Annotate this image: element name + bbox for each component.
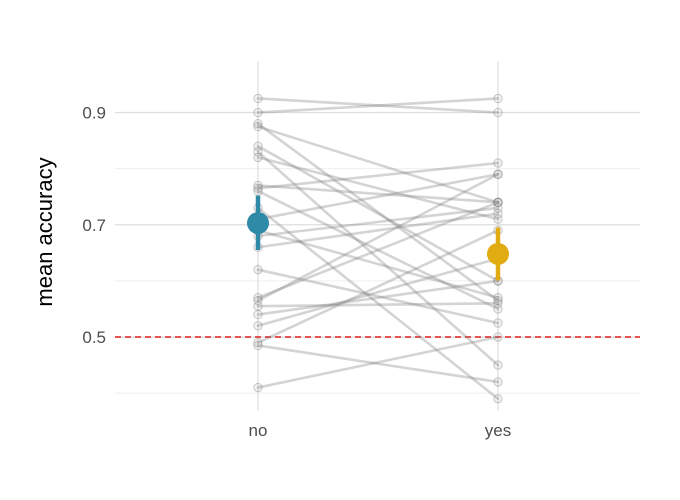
- subject-point: [493, 394, 503, 404]
- subject-point: [493, 197, 503, 208]
- y-tick-label: 0.5: [82, 328, 106, 347]
- y-tick-label: 0.7: [82, 216, 106, 235]
- subject-line: [256, 335, 500, 389]
- subject-point: [253, 293, 263, 303]
- subject-point: [253, 93, 263, 104]
- subject-line: [256, 212, 500, 249]
- subject-line: [256, 201, 500, 300]
- subject-point: [493, 107, 503, 118]
- subject-line: [256, 144, 500, 283]
- subject-line: [256, 279, 500, 316]
- subject-line: [256, 125, 500, 204]
- subject-point: [493, 158, 503, 168]
- subject-line: [256, 172, 500, 302]
- subject-point: [493, 318, 503, 328]
- subject-point: [493, 293, 503, 303]
- subject-point: [253, 301, 263, 311]
- subject-line: [256, 229, 500, 300]
- mean-point-no: [247, 212, 269, 235]
- subject-point: [493, 377, 503, 387]
- subject-point: [253, 121, 263, 132]
- subject-line: [256, 302, 500, 308]
- subject-point: [253, 340, 263, 351]
- tick-labels-layer: 0.5 0.7 0.9 no yes: [82, 104, 511, 440]
- subject-point: [253, 107, 263, 118]
- y-tick-label: 0.9: [82, 104, 106, 123]
- subject-line: [256, 206, 500, 401]
- subject-point: [493, 197, 503, 208]
- subject-point: [493, 169, 503, 179]
- subject-point: [493, 197, 503, 208]
- subject-point: [493, 332, 503, 342]
- subject-point: [253, 309, 263, 320]
- mean-point-yes: [487, 242, 509, 265]
- subject-point: [253, 264, 263, 275]
- subject-point: [253, 186, 263, 196]
- subject-point: [253, 141, 263, 151]
- subject-point: [253, 183, 263, 193]
- subject-point: [253, 321, 263, 331]
- subject-line: [256, 150, 500, 367]
- x-tick-label: yes: [485, 421, 511, 440]
- subject-point: [253, 119, 263, 129]
- subject-point: [253, 180, 263, 191]
- subject-point: [253, 147, 263, 157]
- subject-point: [493, 203, 503, 213]
- subject-line: [256, 268, 500, 325]
- grid-layer: [115, 62, 640, 410]
- subject-point: [253, 152, 263, 163]
- x-tick-label: no: [249, 421, 268, 440]
- subject-line: [256, 344, 500, 384]
- subject-line: [256, 97, 500, 114]
- subject-point: [493, 208, 503, 219]
- subject-point: [493, 298, 503, 309]
- subject-line: [256, 122, 500, 302]
- y-axis-title: mean accuracy: [32, 157, 57, 306]
- subject-line: [256, 229, 500, 344]
- subject-line: [256, 257, 500, 328]
- subject-point: [493, 214, 503, 224]
- summary-layer: [247, 195, 509, 281]
- subject-point: [253, 337, 263, 348]
- subject-line: [256, 184, 500, 204]
- subject-line: [256, 189, 500, 311]
- subject-point: [493, 304, 503, 314]
- subject-point: [493, 93, 503, 104]
- subject-line: [256, 97, 500, 114]
- subject-point: [493, 295, 503, 306]
- subject-point: [493, 169, 503, 179]
- subject-point: [253, 295, 263, 306]
- subject-line: [256, 161, 500, 190]
- paired-lines-layer: [256, 97, 500, 401]
- subject-line: [256, 156, 500, 221]
- subject-point: [493, 360, 503, 370]
- subject-line: [256, 172, 500, 221]
- subject-line: [256, 206, 500, 238]
- subject-point: [253, 382, 263, 393]
